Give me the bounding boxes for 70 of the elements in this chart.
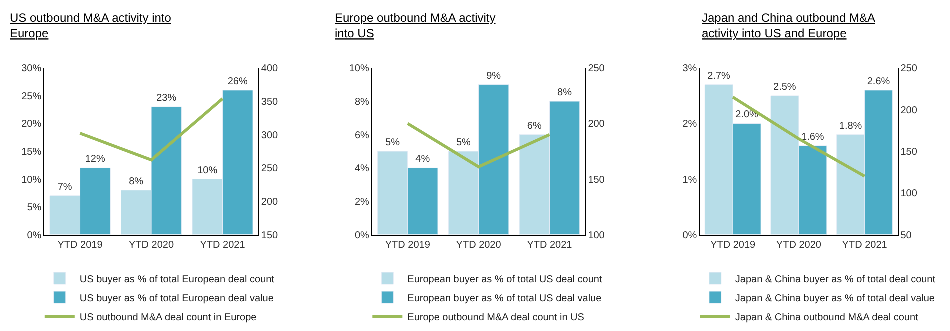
data-label: 8% <box>558 88 572 99</box>
y-tick-label: 20% <box>22 119 42 130</box>
data-label: 4% <box>416 154 430 166</box>
y-tick-label: 6% <box>354 130 370 142</box>
y-tick-label: 2% <box>682 119 698 130</box>
y-tick-label: 2% <box>354 196 370 208</box>
data-label: 1.6% <box>801 132 824 143</box>
x-tick-label: YTD 2020 <box>456 240 502 251</box>
legend-label: European buyer as % of total US deal count <box>408 274 602 286</box>
legend-label: European buyer as % of total US deal value <box>408 293 602 304</box>
y2-tick-label: 200 <box>900 105 918 116</box>
y2-tick-label: 200 <box>261 196 279 208</box>
data-label: 7% <box>58 182 72 193</box>
data-label: 23% <box>156 93 177 104</box>
y2-tick-label: 100 <box>900 188 918 200</box>
legend-label: Japan & China outbound M&A deal count <box>735 312 919 324</box>
y-tick-label: 3% <box>682 64 698 75</box>
y-tick-label: 25% <box>22 91 42 102</box>
y2-tick-label: 300 <box>261 130 279 142</box>
y2-tick-label: 150 <box>900 147 918 158</box>
data-label: 1.8% <box>839 120 862 132</box>
legend-label: Japan & China buyer as % of total deal value <box>735 293 936 304</box>
data-label: 6% <box>527 120 542 132</box>
y2-tick-label: 100 <box>588 230 606 242</box>
y2-tick-label: 250 <box>588 64 606 75</box>
y2-tick-label: 200 <box>588 119 606 130</box>
legend-label: US outbound M&A deal count in Europe <box>80 312 258 324</box>
y-tick-label: 0% <box>27 230 42 242</box>
y-tick-label: 15% <box>22 147 42 158</box>
y2-tick-label: 250 <box>900 64 918 75</box>
y2-tick-label: 350 <box>261 97 279 108</box>
x-tick-label: YTD 2019 <box>710 240 756 251</box>
data-label: 2.5% <box>774 82 796 93</box>
chart-title: Japan and China outbound M&A activity into US and Europe <box>702 11 876 41</box>
legend-label: US buyer as % of total European deal value <box>80 293 274 304</box>
y2-tick-label: 250 <box>261 164 279 175</box>
y2-tick-label: 400 <box>261 64 279 75</box>
y2-tick-label: 150 <box>588 174 606 186</box>
data-label: 9% <box>486 70 502 82</box>
chart-title: Europe outbound M&A activity into US <box>335 11 496 41</box>
y-tick-label: 5% <box>27 202 42 214</box>
x-tick-label: YTD 2019 <box>58 240 104 251</box>
x-tick-label: YTD 2021 <box>200 240 246 251</box>
x-tick-label: YTD 2020 <box>129 240 174 251</box>
chart-title: US outbound M&A activity into Europe <box>10 11 172 41</box>
data-label: 5% <box>456 138 472 148</box>
y-tick-label: 10% <box>22 174 42 186</box>
x-tick-label: YTD 2019 <box>385 240 431 251</box>
data-label: 26% <box>228 76 248 88</box>
data-label: 10% <box>198 165 218 176</box>
data-label: 12% <box>85 154 106 166</box>
x-tick-label: YTD 2020 <box>776 240 822 251</box>
y2-tick-label: 150 <box>261 230 279 242</box>
legend-label: Europe outbound M&A deal count in US <box>408 312 585 324</box>
x-tick-label: YTD 2021 <box>527 240 573 251</box>
legend-label: Japan & China buyer as % of total deal count <box>735 274 936 286</box>
y-tick-label: 1% <box>682 174 698 186</box>
y-tick-label: 4% <box>354 164 370 175</box>
x-tick-label: YTD 2021 <box>842 240 888 251</box>
legend-label: US buyer as % of total European deal count <box>80 274 275 286</box>
y-tick-label: 0% <box>354 230 370 242</box>
y-tick-label: 0% <box>682 230 698 242</box>
data-label: 5% <box>386 138 400 148</box>
y-tick-label: 8% <box>354 97 370 108</box>
data-label: 2.7% <box>708 70 731 82</box>
data-label: 2.6% <box>867 76 890 88</box>
y-tick-label: 30% <box>22 64 42 75</box>
y2-tick-label: 50 <box>900 230 912 242</box>
data-label: 8% <box>129 176 144 188</box>
y-tick-label: 10% <box>349 64 370 75</box>
